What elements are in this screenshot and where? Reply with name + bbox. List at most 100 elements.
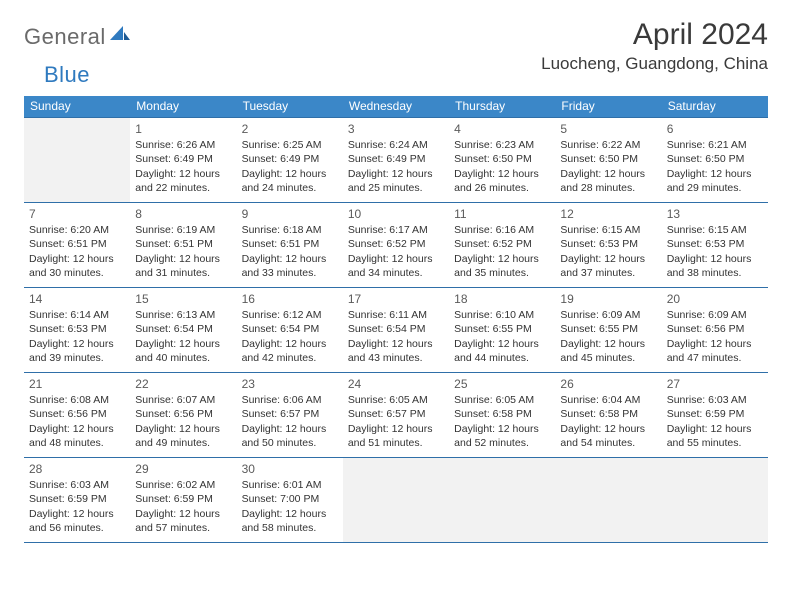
day-cell: 20Sunrise: 6:09 AMSunset: 6:56 PMDayligh… (662, 288, 768, 372)
day-number: 8 (135, 206, 231, 222)
day-cell: 23Sunrise: 6:06 AMSunset: 6:57 PMDayligh… (237, 373, 343, 457)
daylight-text: Daylight: 12 hours and 31 minutes. (135, 252, 231, 280)
day-number: 15 (135, 291, 231, 307)
daylight-text: Daylight: 12 hours and 54 minutes. (560, 422, 656, 450)
calendar: Sunday Monday Tuesday Wednesday Thursday… (24, 96, 768, 543)
sunrise-text: Sunrise: 6:15 AM (667, 223, 763, 237)
logo-text-general: General (24, 24, 106, 50)
dow-saturday: Saturday (662, 96, 768, 117)
sunset-text: Sunset: 6:57 PM (242, 407, 338, 421)
sunset-text: Sunset: 6:56 PM (29, 407, 125, 421)
sunrise-text: Sunrise: 6:22 AM (560, 138, 656, 152)
daylight-text: Daylight: 12 hours and 49 minutes. (135, 422, 231, 450)
day-cell: 30Sunrise: 6:01 AMSunset: 7:00 PMDayligh… (237, 458, 343, 542)
daylight-text: Daylight: 12 hours and 24 minutes. (242, 167, 338, 195)
day-cell: 3Sunrise: 6:24 AMSunset: 6:49 PMDaylight… (343, 118, 449, 202)
dow-tuesday: Tuesday (237, 96, 343, 117)
sunset-text: Sunset: 6:51 PM (242, 237, 338, 251)
day-number: 9 (242, 206, 338, 222)
daylight-text: Daylight: 12 hours and 34 minutes. (348, 252, 444, 280)
sunrise-text: Sunrise: 6:05 AM (454, 393, 550, 407)
day-of-week-header: Sunday Monday Tuesday Wednesday Thursday… (24, 96, 768, 117)
sunset-text: Sunset: 6:51 PM (29, 237, 125, 251)
daylight-text: Daylight: 12 hours and 47 minutes. (667, 337, 763, 365)
day-cell: 6Sunrise: 6:21 AMSunset: 6:50 PMDaylight… (662, 118, 768, 202)
sunrise-text: Sunrise: 6:13 AM (135, 308, 231, 322)
logo-sail-icon (110, 24, 132, 49)
day-number: 5 (560, 121, 656, 137)
day-number: 7 (29, 206, 125, 222)
sunrise-text: Sunrise: 6:03 AM (29, 478, 125, 492)
sunset-text: Sunset: 6:55 PM (454, 322, 550, 336)
sunset-text: Sunset: 6:53 PM (667, 237, 763, 251)
day-cell: 9Sunrise: 6:18 AMSunset: 6:51 PMDaylight… (237, 203, 343, 287)
day-number: 10 (348, 206, 444, 222)
day-number: 4 (454, 121, 550, 137)
sunset-text: Sunset: 6:54 PM (242, 322, 338, 336)
sunrise-text: Sunrise: 6:23 AM (454, 138, 550, 152)
sunrise-text: Sunrise: 6:19 AM (135, 223, 231, 237)
week-row: 14Sunrise: 6:14 AMSunset: 6:53 PMDayligh… (24, 287, 768, 372)
sunrise-text: Sunrise: 6:24 AM (348, 138, 444, 152)
day-cell: 10Sunrise: 6:17 AMSunset: 6:52 PMDayligh… (343, 203, 449, 287)
sunrise-text: Sunrise: 6:12 AM (242, 308, 338, 322)
sunset-text: Sunset: 6:59 PM (135, 492, 231, 506)
day-number: 1 (135, 121, 231, 137)
daylight-text: Daylight: 12 hours and 58 minutes. (242, 507, 338, 535)
sunrise-text: Sunrise: 6:02 AM (135, 478, 231, 492)
sunrise-text: Sunrise: 6:11 AM (348, 308, 444, 322)
day-cell: 27Sunrise: 6:03 AMSunset: 6:59 PMDayligh… (662, 373, 768, 457)
daylight-text: Daylight: 12 hours and 37 minutes. (560, 252, 656, 280)
sunrise-text: Sunrise: 6:04 AM (560, 393, 656, 407)
sunset-text: Sunset: 6:58 PM (454, 407, 550, 421)
day-cell-empty (343, 458, 449, 542)
day-cell: 4Sunrise: 6:23 AMSunset: 6:50 PMDaylight… (449, 118, 555, 202)
daylight-text: Daylight: 12 hours and 39 minutes. (29, 337, 125, 365)
day-number: 26 (560, 376, 656, 392)
weeks-container: 1Sunrise: 6:26 AMSunset: 6:49 PMDaylight… (24, 117, 768, 543)
day-cell: 13Sunrise: 6:15 AMSunset: 6:53 PMDayligh… (662, 203, 768, 287)
daylight-text: Daylight: 12 hours and 57 minutes. (135, 507, 231, 535)
daylight-text: Daylight: 12 hours and 35 minutes. (454, 252, 550, 280)
day-number: 25 (454, 376, 550, 392)
daylight-text: Daylight: 12 hours and 50 minutes. (242, 422, 338, 450)
sunset-text: Sunset: 6:49 PM (135, 152, 231, 166)
daylight-text: Daylight: 12 hours and 56 minutes. (29, 507, 125, 535)
day-cell: 17Sunrise: 6:11 AMSunset: 6:54 PMDayligh… (343, 288, 449, 372)
sunset-text: Sunset: 6:53 PM (29, 322, 125, 336)
daylight-text: Daylight: 12 hours and 40 minutes. (135, 337, 231, 365)
day-number: 24 (348, 376, 444, 392)
daylight-text: Daylight: 12 hours and 22 minutes. (135, 167, 231, 195)
day-cell: 16Sunrise: 6:12 AMSunset: 6:54 PMDayligh… (237, 288, 343, 372)
day-number: 29 (135, 461, 231, 477)
sunset-text: Sunset: 6:55 PM (560, 322, 656, 336)
sunrise-text: Sunrise: 6:09 AM (560, 308, 656, 322)
sunset-text: Sunset: 6:58 PM (560, 407, 656, 421)
day-cell-empty (662, 458, 768, 542)
day-cell: 29Sunrise: 6:02 AMSunset: 6:59 PMDayligh… (130, 458, 236, 542)
day-cell-empty (555, 458, 661, 542)
daylight-text: Daylight: 12 hours and 42 minutes. (242, 337, 338, 365)
sunrise-text: Sunrise: 6:16 AM (454, 223, 550, 237)
daylight-text: Daylight: 12 hours and 48 minutes. (29, 422, 125, 450)
daylight-text: Daylight: 12 hours and 30 minutes. (29, 252, 125, 280)
sunset-text: Sunset: 6:52 PM (348, 237, 444, 251)
sunrise-text: Sunrise: 6:05 AM (348, 393, 444, 407)
day-cell: 21Sunrise: 6:08 AMSunset: 6:56 PMDayligh… (24, 373, 130, 457)
daylight-text: Daylight: 12 hours and 29 minutes. (667, 167, 763, 195)
sunset-text: Sunset: 6:56 PM (135, 407, 231, 421)
daylight-text: Daylight: 12 hours and 55 minutes. (667, 422, 763, 450)
day-number: 13 (667, 206, 763, 222)
daylight-text: Daylight: 12 hours and 38 minutes. (667, 252, 763, 280)
day-number: 17 (348, 291, 444, 307)
day-cell: 11Sunrise: 6:16 AMSunset: 6:52 PMDayligh… (449, 203, 555, 287)
sunset-text: Sunset: 6:59 PM (667, 407, 763, 421)
month-title: April 2024 (541, 18, 768, 52)
day-cell-empty (449, 458, 555, 542)
day-cell: 1Sunrise: 6:26 AMSunset: 6:49 PMDaylight… (130, 118, 236, 202)
location-text: Luocheng, Guangdong, China (541, 54, 768, 74)
sunrise-text: Sunrise: 6:09 AM (667, 308, 763, 322)
day-cell: 7Sunrise: 6:20 AMSunset: 6:51 PMDaylight… (24, 203, 130, 287)
day-number: 23 (242, 376, 338, 392)
daylight-text: Daylight: 12 hours and 52 minutes. (454, 422, 550, 450)
